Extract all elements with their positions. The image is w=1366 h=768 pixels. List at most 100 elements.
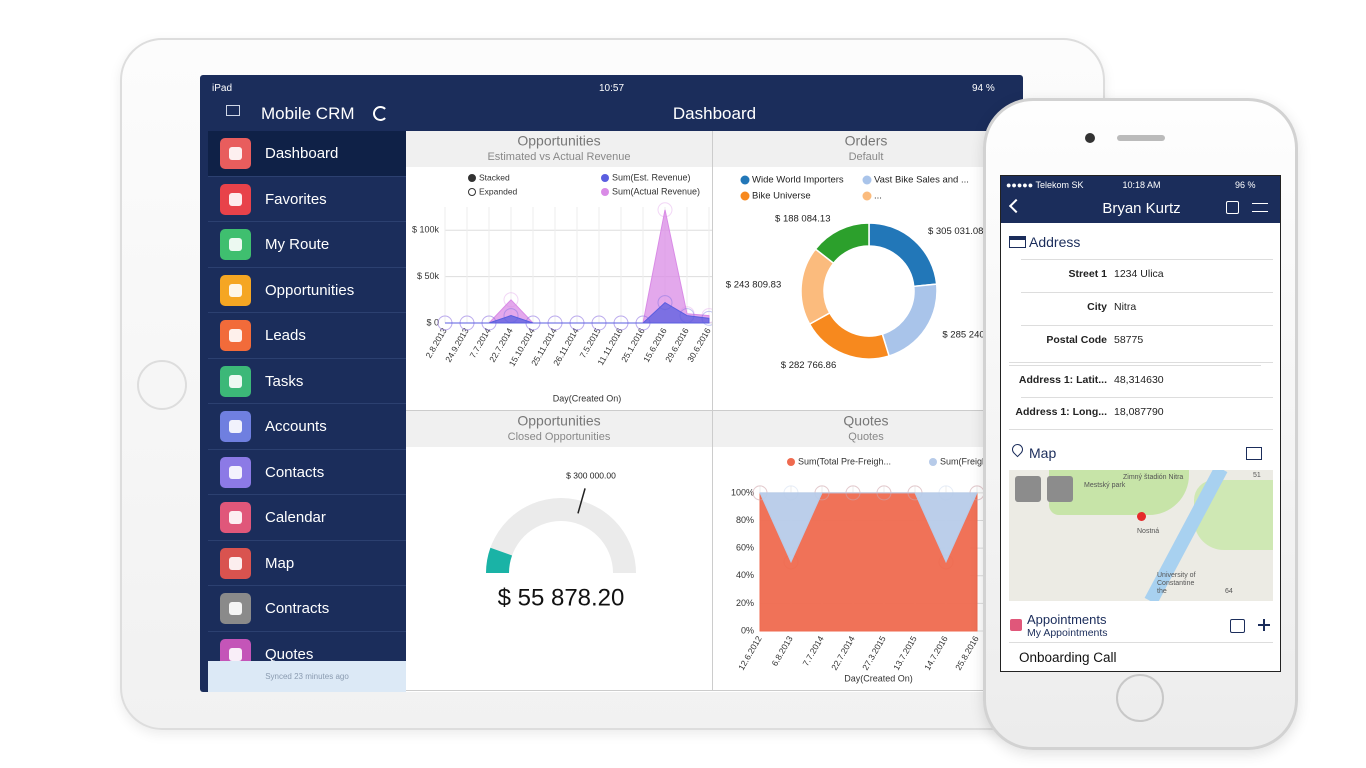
- home-button: [137, 360, 187, 410]
- gauge-target: [577, 488, 586, 514]
- menu-label: Contacts: [265, 463, 325, 481]
- y-tick-label: $ 50k: [417, 271, 440, 281]
- field-separator: [1021, 292, 1273, 293]
- legend-symbol: [740, 191, 750, 201]
- app-name: Mobile CRM: [261, 104, 355, 123]
- menu-icon: [220, 456, 251, 488]
- data-point: [459, 315, 475, 331]
- menu-item[interactable]: Opportunities: [208, 267, 406, 313]
- chart: Quotes Quotes 0% 20% 40% 60% 80% 100% 12.6.2012 6…: [713, 411, 1019, 683]
- map-button[interactable]: [1047, 476, 1073, 502]
- data-point: [814, 485, 830, 501]
- data-point: [437, 315, 453, 331]
- data-point: [907, 485, 923, 501]
- appointment-card[interactable]: Onboarding Call: [1009, 642, 1273, 671]
- menu-button[interactable]: [1252, 203, 1268, 212]
- y-tick-label: 40%: [736, 570, 754, 580]
- x-tick-label: 27.3.2015: [860, 634, 888, 672]
- status-time: 10:57: [598, 83, 625, 94]
- field-value: Nitra: [1114, 301, 1137, 313]
- menu-item[interactable]: Contacts: [208, 449, 406, 495]
- menu-item[interactable]: Map: [208, 540, 406, 586]
- chart-panel: Opportunities Closed Opportunities $ 300 0…: [406, 411, 713, 691]
- menu-label: Map: [265, 554, 295, 572]
- menu-item[interactable]: Leads: [208, 313, 406, 359]
- legend-option: Stacked: [479, 172, 510, 182]
- field-label: Street 1: [1068, 268, 1107, 280]
- menu-item[interactable]: Calendar: [208, 495, 406, 541]
- legend-symbol: [929, 458, 937, 466]
- legend-symbol: [601, 174, 609, 182]
- x-tick-label: 14.7.2016: [922, 634, 950, 672]
- menu-label: Favorites: [265, 190, 327, 208]
- menu-item[interactable]: Tasks: [208, 358, 406, 404]
- menu-icon: [220, 320, 251, 351]
- status-carrier: iPad: [212, 83, 233, 94]
- data-point: [503, 292, 519, 308]
- chart-title: Opportunities: [517, 133, 600, 149]
- tablet-screen: iPad 10:57 94 % Mobile CRM Dashboard Dashboar…: [200, 75, 1023, 692]
- field-separator: [1021, 325, 1273, 326]
- data-point: [635, 315, 651, 331]
- menu-icon: [220, 593, 251, 624]
- legend-label: Sum(Est. Revenue): [612, 172, 691, 182]
- x-tick-label: 22.7.2014: [829, 634, 857, 672]
- add-button-v: [1263, 619, 1265, 631]
- x-tick-label: 13.7.2015: [891, 634, 919, 672]
- calendar-button[interactable]: [1230, 619, 1245, 633]
- data-point: [845, 485, 861, 501]
- menu-label: Leads: [265, 327, 306, 344]
- icon-glyph: [229, 556, 242, 570]
- legend-label: Bike Universe: [752, 191, 811, 202]
- legend-label: Wide World Importers: [752, 175, 844, 186]
- record-title: Bryan Kurtz: [1102, 200, 1181, 217]
- chart: Orders Default $ 305 031.08 $ 285 240.95 $ 2…: [713, 131, 1019, 371]
- menu-item[interactable]: Contracts: [208, 586, 406, 632]
- menu-icon: [220, 274, 251, 306]
- view-selector[interactable]: My Appointments: [1027, 627, 1108, 639]
- map-label: University of Constantine the: [1157, 572, 1196, 595]
- gauge-track: [486, 498, 636, 573]
- menu-item[interactable]: Favorites: [208, 176, 406, 222]
- chart-subtitle: Closed Opportunities: [508, 431, 611, 443]
- value-label: $ 285 240.95: [942, 330, 997, 341]
- save-button[interactable]: [1226, 201, 1239, 214]
- menu-item[interactable]: Accounts: [208, 404, 406, 450]
- legend-label: Sum(Freigh: [940, 456, 987, 466]
- phone-speaker: [1117, 135, 1165, 141]
- area-series: [759, 492, 978, 564]
- menu-icon: [220, 411, 251, 442]
- menu-icon: [220, 502, 251, 533]
- y-tick-label: $ 100k: [412, 225, 440, 235]
- legend-label: Sum(Total Pre-Freigh...: [798, 456, 891, 466]
- target-label: $ 300 000.00: [566, 470, 616, 480]
- chart: Opportunities Closed Opportunities $ 300 0…: [406, 411, 712, 611]
- map-view[interactable]: Zimný štadión Nitra Mestský park Nostná Uni…: [1009, 470, 1273, 601]
- field-value: 48,314630: [1114, 374, 1164, 386]
- icon-glyph: [229, 511, 242, 524]
- menu-icon: [220, 365, 251, 397]
- menu-item[interactable]: My Route: [208, 222, 406, 268]
- settings-icon[interactable]: [226, 105, 240, 116]
- calendar-icon: [1010, 619, 1022, 631]
- appointment-title: Onboarding Call: [1019, 650, 1117, 665]
- map-open-button[interactable]: [1246, 447, 1262, 460]
- icon-glyph: [229, 147, 242, 160]
- legend-label: Vast Bike Sales and ...: [874, 175, 969, 186]
- data-point: [569, 315, 585, 331]
- field-separator: [1021, 397, 1273, 398]
- map-label: Nostná: [1137, 528, 1160, 535]
- gauge-value: [486, 547, 513, 573]
- chart-panel: Orders Default $ 305 031.08 $ 285 240.95 $ 2…: [713, 131, 1020, 411]
- icon-glyph: [229, 602, 242, 615]
- donut-slice: [808, 311, 890, 360]
- x-tick-label: 25.8.2016: [953, 634, 981, 672]
- map-label: 64: [1225, 588, 1233, 595]
- sync-button[interactable]: [373, 106, 388, 121]
- chart: Opportunities Estimated vs Actual Revenue…: [406, 131, 712, 403]
- menu-item[interactable]: Dashboard: [208, 131, 406, 177]
- phone-home-button: [1116, 674, 1164, 722]
- data-point: [481, 315, 497, 331]
- map-button[interactable]: [1015, 476, 1041, 502]
